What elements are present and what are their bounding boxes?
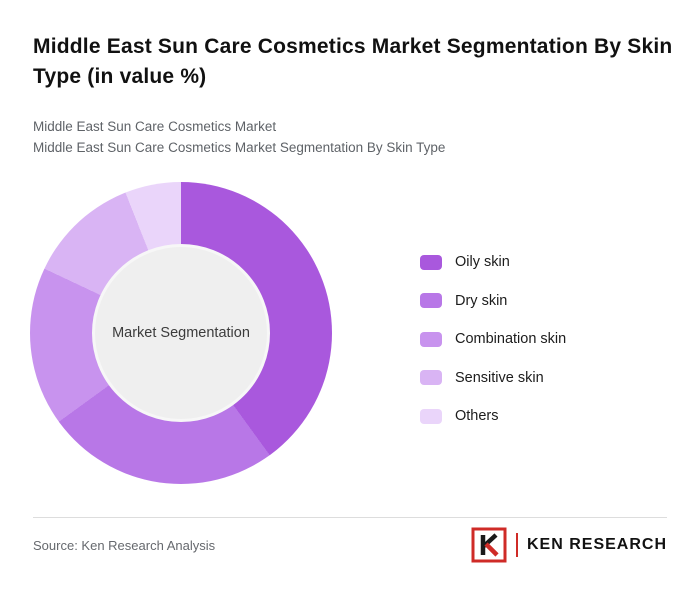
- legend-label: Combination skin: [455, 331, 567, 348]
- source-note: Source: Ken Research Analysis: [33, 538, 216, 553]
- brand-name: KEN RESEARCH: [526, 536, 667, 553]
- legend-item: Dry skin: [420, 282, 566, 321]
- legend-swatch: [420, 293, 442, 309]
- legend-item: Oily skin: [420, 243, 566, 282]
- legend-label: Sensitive skin: [455, 369, 544, 386]
- legend-item: Sensitive skin: [420, 359, 566, 398]
- legend-item: Others: [420, 397, 566, 436]
- legend-swatch: [420, 331, 442, 347]
- legend-swatch: [420, 254, 442, 270]
- donut-chart-area: Market Segmentation: [30, 182, 332, 484]
- chart-legend: Oily skin Dry skin Combination skin Sens…: [420, 243, 566, 436]
- chart-subtitles: Middle East Sun Care Cosmetics Market Mi…: [33, 117, 678, 159]
- legend-swatch: [420, 408, 442, 424]
- footer-divider: [33, 517, 667, 518]
- ken-research-logo-icon: [471, 527, 507, 563]
- brand-divider: [515, 533, 518, 557]
- legend-label: Dry skin: [455, 292, 508, 309]
- subtitle-line-1: Middle East Sun Care Cosmetics Market: [33, 119, 277, 134]
- donut-center-label: Market Segmentation: [112, 325, 250, 341]
- brand-logo: KEN RESEARCH: [471, 527, 667, 563]
- legend-swatch: [420, 370, 442, 386]
- page-title: Middle East Sun Care Cosmetics Market Se…: [33, 35, 673, 89]
- legend-label: Others: [455, 408, 499, 425]
- legend-item: Combination skin: [420, 320, 566, 359]
- donut-center: Market Segmentation: [92, 244, 270, 422]
- subtitle-line-2: Middle East Sun Care Cosmetics Market Se…: [33, 139, 446, 155]
- legend-label: Oily skin: [455, 254, 510, 271]
